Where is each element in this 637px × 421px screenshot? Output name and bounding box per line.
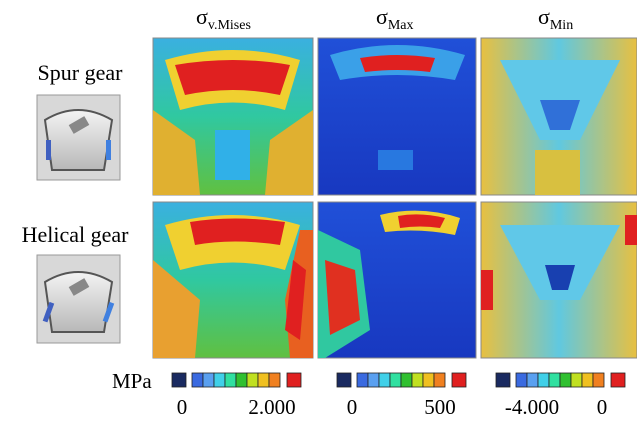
scale-swatch [411, 372, 424, 388]
color-scales [171, 372, 626, 388]
stress-plot [480, 37, 637, 196]
scale-label: 2.000 [248, 395, 295, 419]
unit-label: MPa [112, 369, 152, 393]
scale-swatch [559, 372, 572, 388]
scale-swatch [548, 372, 561, 388]
stress-plot [317, 201, 477, 359]
scale-swatch [171, 372, 187, 388]
scale-swatch [400, 372, 413, 388]
scale-swatch [235, 372, 248, 388]
scale-swatch [570, 372, 583, 388]
gear-icon [36, 94, 121, 181]
stress-plot [317, 37, 477, 196]
scale-swatch [213, 372, 226, 388]
stress-plot [152, 37, 314, 196]
scale-swatch [433, 372, 446, 388]
scale-swatch [336, 372, 352, 388]
gear-icon [36, 254, 121, 344]
scale-swatch [389, 372, 402, 388]
scale-swatch [581, 372, 594, 388]
scale-swatch [268, 372, 281, 388]
scale-swatch [246, 372, 259, 388]
scale-swatch [422, 372, 435, 388]
column-header: σMax [376, 4, 414, 33]
scale-label: -4.000 [505, 395, 559, 419]
scale-label: 0 [347, 395, 358, 419]
scale-swatch [191, 372, 204, 388]
stress-plot [152, 201, 314, 359]
scale-swatch [202, 372, 215, 388]
scale-swatch [592, 372, 605, 388]
scale-swatch [286, 372, 302, 388]
scale-swatch [515, 372, 528, 388]
scale-swatch [367, 372, 380, 388]
scale-swatch [451, 372, 467, 388]
scale-swatch [537, 372, 550, 388]
column-header: σMin [538, 4, 573, 33]
scale-swatch [257, 372, 270, 388]
scale-swatch [378, 372, 391, 388]
row-label: Spur gear [38, 60, 124, 85]
row-label: Helical gear [22, 222, 130, 247]
scale-label: 0 [597, 395, 608, 419]
scale-label: 0 [177, 395, 188, 419]
column-header: σv.Mises [196, 4, 251, 33]
scale-swatch [526, 372, 539, 388]
scale-swatch [495, 372, 511, 388]
stress-plot [480, 201, 637, 359]
scale-swatch [224, 372, 237, 388]
scale-swatch [356, 372, 369, 388]
scale-label: 500 [424, 395, 456, 419]
scale-swatch [610, 372, 626, 388]
